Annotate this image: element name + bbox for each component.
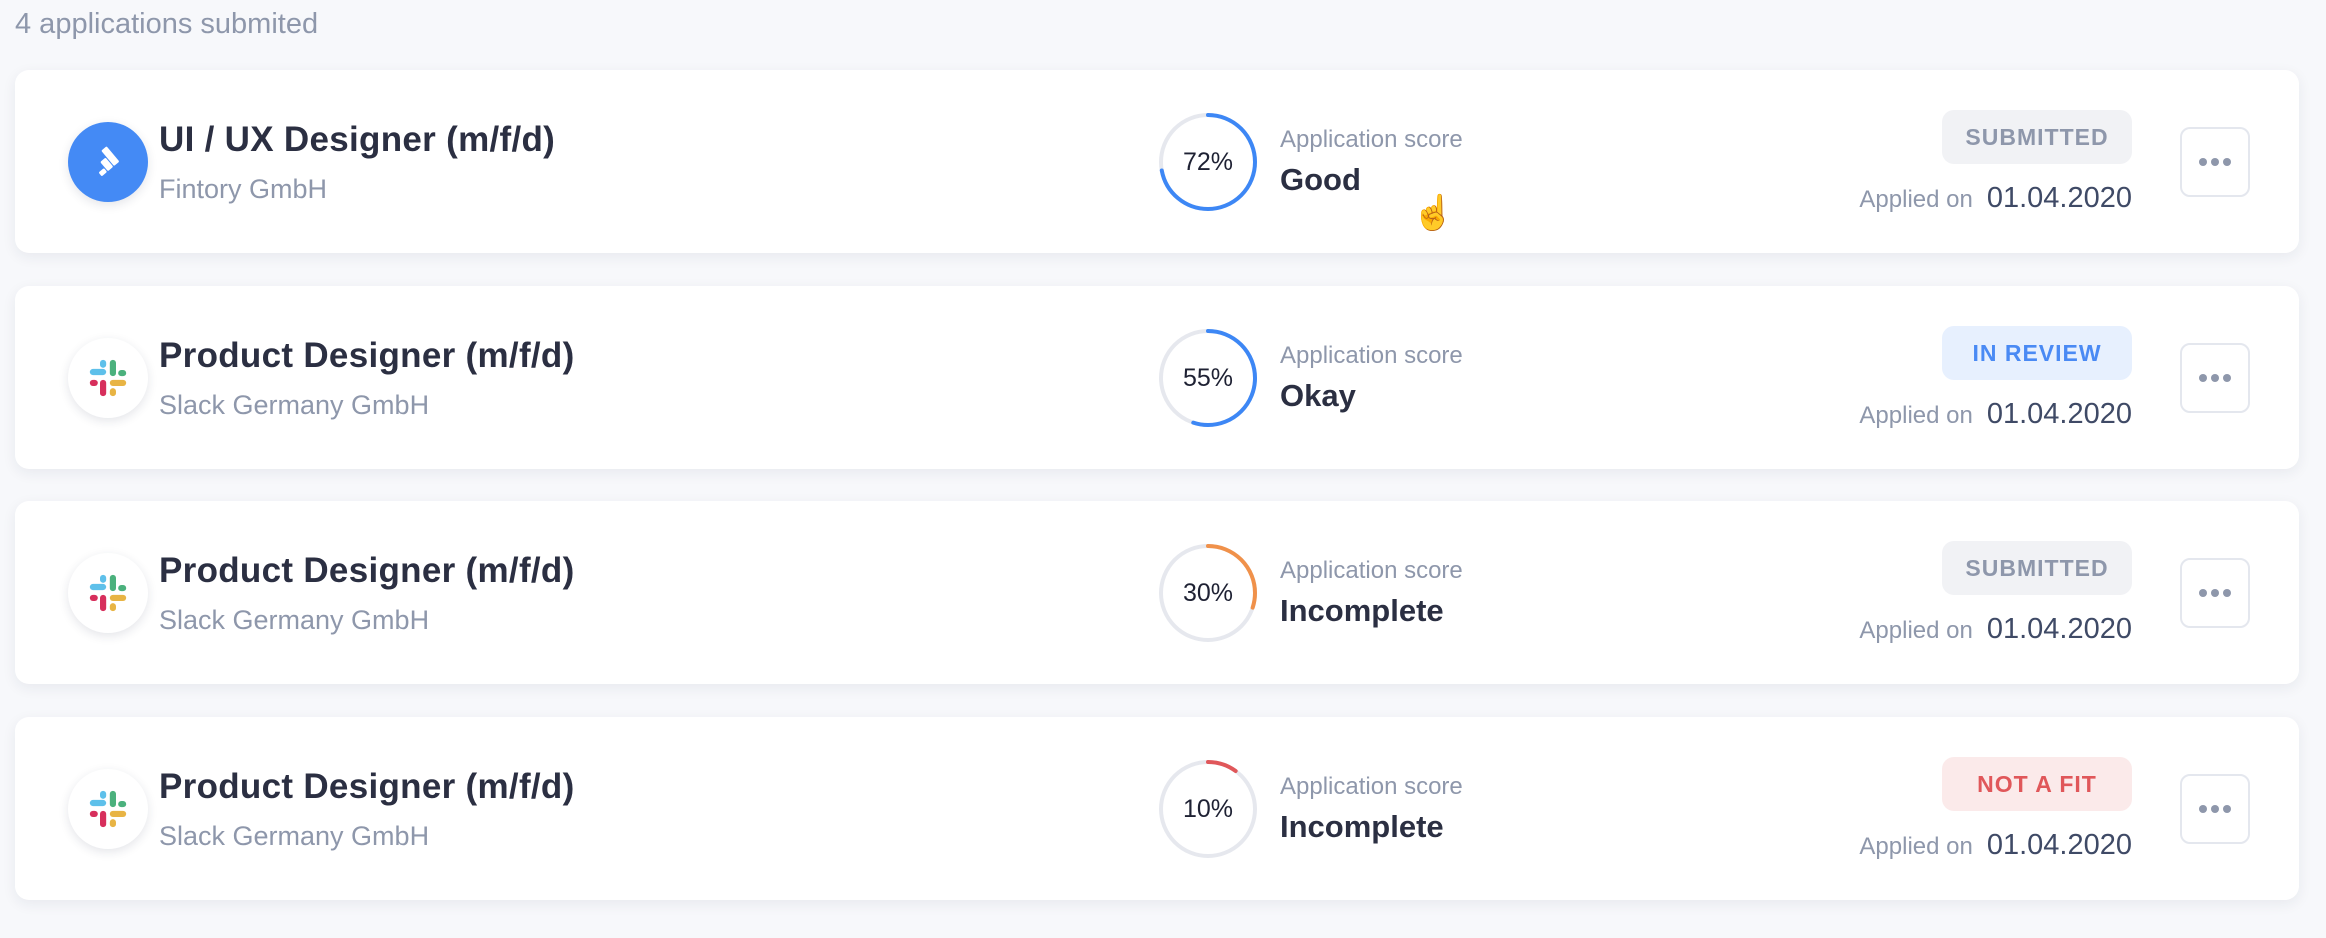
applications-count: 4 applications submited — [15, 8, 319, 40]
dot-icon — [2211, 805, 2219, 813]
application-card[interactable]: Product Designer (m/f/d) Slack Germany G… — [15, 286, 2299, 469]
company-logo — [68, 338, 148, 418]
dot-icon — [2199, 158, 2207, 166]
status-badge: NOT A FIT — [1942, 757, 2132, 811]
score-percent: 72% — [1182, 147, 1234, 176]
job-title[interactable]: Product Designer (m/f/d) — [159, 767, 575, 806]
applied-date: 01.04.2020 — [1986, 829, 2132, 861]
score-label: Application score — [1280, 126, 1463, 153]
slack-logo-icon — [89, 359, 127, 397]
score-label: Application score — [1280, 557, 1463, 584]
applied-on-label: Applied on — [1859, 833, 1973, 860]
dot-icon — [2211, 158, 2219, 166]
fintory-logo-icon — [99, 146, 119, 176]
dot-icon — [2199, 374, 2207, 382]
score-value: Incomplete — [1280, 593, 1444, 628]
company-name: Slack Germany GmbH — [159, 821, 430, 851]
more-options-button[interactable] — [2180, 127, 2250, 197]
score-ring: 55% — [1158, 328, 1258, 428]
applied-on: Applied on 01.04.2020 — [1859, 829, 2132, 862]
job-title[interactable]: Product Designer (m/f/d) — [159, 551, 575, 590]
score-label: Application score — [1280, 342, 1463, 369]
job-title[interactable]: Product Designer (m/f/d) — [159, 336, 575, 375]
slack-logo-icon — [89, 790, 127, 828]
applied-on-label: Applied on — [1859, 402, 1973, 429]
status-badge: SUBMITTED — [1942, 541, 2132, 595]
score-ring: 72% — [1158, 112, 1258, 212]
dot-icon — [2199, 805, 2207, 813]
score-label: Application score — [1280, 773, 1463, 800]
applied-date: 01.04.2020 — [1986, 182, 2132, 214]
slack-logo-icon — [89, 574, 127, 612]
applied-on: Applied on 01.04.2020 — [1859, 613, 2132, 646]
company-name: Slack Germany GmbH — [159, 390, 430, 420]
applied-date: 01.04.2020 — [1986, 613, 2132, 645]
company-logo — [68, 769, 148, 849]
application-card[interactable]: Product Designer (m/f/d) Slack Germany G… — [15, 501, 2299, 684]
dot-icon — [2223, 589, 2231, 597]
score-ring-progress — [1159, 113, 1257, 211]
score-ring: 10% — [1158, 759, 1258, 859]
score-ring-progress — [1159, 329, 1257, 427]
applied-date: 01.04.2020 — [1986, 398, 2132, 430]
more-options-button[interactable] — [2180, 558, 2250, 628]
score-percent: 30% — [1182, 578, 1234, 607]
score-value: Okay — [1280, 378, 1356, 413]
dot-icon — [2223, 158, 2231, 166]
dot-icon — [2211, 374, 2219, 382]
score-value: Incomplete — [1280, 809, 1444, 844]
applied-on-label: Applied on — [1859, 186, 1973, 213]
dot-icon — [2223, 805, 2231, 813]
dot-icon — [2199, 589, 2207, 597]
more-options-button[interactable] — [2180, 343, 2250, 413]
company-name: Slack Germany GmbH — [159, 605, 430, 635]
score-ring-progress — [1159, 544, 1257, 642]
company-name: Fintory GmbH — [159, 174, 328, 204]
score-percent: 10% — [1182, 794, 1234, 823]
score-percent: 55% — [1182, 363, 1234, 392]
score-value: Good — [1280, 162, 1361, 197]
company-logo — [68, 122, 148, 202]
dot-icon — [2211, 589, 2219, 597]
status-badge: SUBMITTED — [1942, 110, 2132, 164]
applied-on: Applied on 01.04.2020 — [1859, 398, 2132, 431]
more-options-button[interactable] — [2180, 774, 2250, 844]
score-ring-progress — [1159, 760, 1257, 858]
score-ring: 30% — [1158, 543, 1258, 643]
job-title[interactable]: UI / UX Designer (m/f/d) — [159, 120, 556, 159]
dot-icon — [2223, 374, 2231, 382]
company-logo — [68, 553, 148, 633]
applied-on: Applied on 01.04.2020 — [1859, 182, 2132, 215]
applied-on-label: Applied on — [1859, 617, 1973, 644]
application-card[interactable]: UI / UX Designer (m/f/d) Fintory GmbH 72… — [15, 70, 2299, 253]
application-card[interactable]: Product Designer (m/f/d) Slack Germany G… — [15, 717, 2299, 900]
status-badge: IN REVIEW — [1942, 326, 2132, 380]
hand-cursor-icon: ☝ — [1412, 194, 1455, 232]
